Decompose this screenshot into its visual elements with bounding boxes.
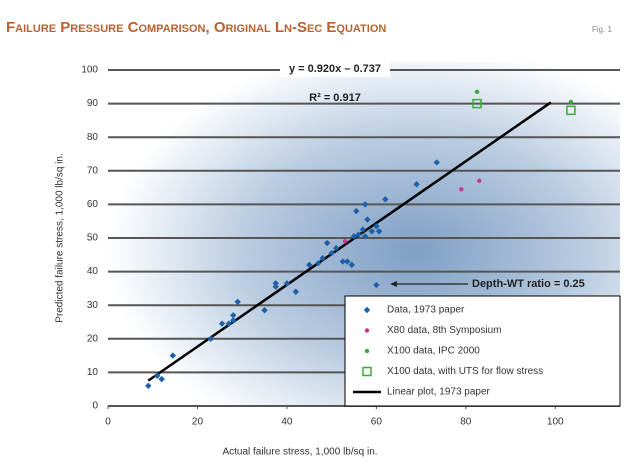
- y-tick-label: 70: [87, 165, 99, 176]
- annotation: Depth-WT ratio = 0.25: [472, 278, 585, 290]
- x-tick-label: 20: [192, 417, 204, 428]
- data-point: [373, 281, 380, 289]
- annotation: R² = 0.917: [309, 92, 361, 104]
- data-point: [319, 254, 326, 262]
- legend-swatch: [364, 348, 370, 354]
- data-point: [323, 239, 331, 247]
- data-point: [207, 335, 215, 342]
- data-point: [272, 283, 279, 290]
- data-point: [283, 280, 291, 287]
- y-tick-label: 80: [87, 132, 99, 143]
- chart-title: Failure Pressure Comparison, Original Ln…: [6, 19, 386, 36]
- legend-label: X100 data, IPC 2000: [387, 346, 480, 357]
- data-point: [292, 288, 300, 295]
- y-tick-label: 0: [92, 401, 98, 412]
- data-point: [332, 244, 340, 252]
- data-point: [355, 231, 362, 238]
- annotation-arrowhead: [390, 281, 397, 287]
- y-tick-label: 100: [81, 65, 98, 76]
- data-point: [348, 261, 355, 269]
- annotation-bg: [280, 61, 390, 77]
- data-point: [218, 320, 226, 327]
- x-tick-label: 0: [105, 417, 111, 428]
- y-axis-label: Predicted failure stress, 1,000 lb/sq in…: [55, 153, 66, 323]
- data-point: [342, 239, 348, 244]
- data-point: [474, 89, 480, 95]
- data-point: [364, 216, 371, 223]
- data-point: [361, 233, 369, 240]
- data-point: [413, 181, 420, 188]
- data-point: [261, 307, 268, 314]
- legend-swatch: [362, 366, 372, 377]
- data-point: [230, 317, 237, 324]
- legend-label: Data, 1973 paper: [387, 305, 465, 316]
- data-point: [272, 280, 279, 287]
- data-point: [344, 258, 351, 265]
- data-point: [361, 201, 369, 208]
- data-point: [328, 249, 335, 257]
- data-point: [158, 375, 165, 383]
- annotation: y = 0.920x – 0.737: [289, 63, 381, 75]
- data-point: [315, 260, 322, 267]
- y-tick-label: 40: [87, 266, 99, 277]
- data-point: [373, 223, 380, 230]
- y-tick-label: 10: [87, 367, 99, 378]
- data-point: [568, 99, 574, 105]
- y-tick-label: 60: [87, 199, 99, 210]
- y-tick-label: 20: [87, 333, 99, 344]
- data-point: [230, 312, 237, 319]
- x-tick-label: 100: [547, 417, 564, 428]
- y-tick-label: 50: [87, 233, 99, 244]
- x-tick-label: 40: [281, 417, 293, 428]
- legend-label: Linear plot, 1973 paper: [387, 387, 491, 398]
- data-point: [154, 372, 161, 379]
- figure-label: Fig. 1: [592, 25, 613, 34]
- x-tick-label: 80: [460, 417, 472, 428]
- data-point: [375, 228, 383, 235]
- legend-label: X80 data, 8th Symposium: [387, 325, 502, 336]
- data-point: [353, 207, 360, 215]
- data-point: [234, 298, 241, 306]
- data-point: [306, 261, 313, 269]
- fit-line: [147, 101, 552, 382]
- legend-box: [344, 295, 621, 407]
- data-point: [169, 352, 177, 359]
- data-point: [368, 228, 376, 235]
- data-point: [566, 105, 576, 116]
- data-point: [225, 320, 232, 327]
- data-point: [339, 258, 347, 265]
- data-point: [472, 98, 482, 109]
- data-point: [359, 226, 367, 233]
- data-point: [382, 196, 389, 203]
- legend-swatch: [363, 306, 371, 314]
- legend-label: X100 data, with UTS for flow stress: [387, 366, 543, 377]
- data-point: [433, 159, 440, 166]
- legend-swatch: [364, 328, 370, 333]
- data-point: [145, 382, 152, 390]
- x-tick-label: 60: [371, 417, 383, 428]
- y-tick-label: 30: [87, 300, 99, 311]
- data-point: [459, 187, 464, 192]
- x-axis-label: Actual failure stress, 1,000 lb/sq in.: [222, 447, 377, 458]
- y-tick-label: 90: [87, 98, 99, 109]
- data-point: [477, 178, 482, 184]
